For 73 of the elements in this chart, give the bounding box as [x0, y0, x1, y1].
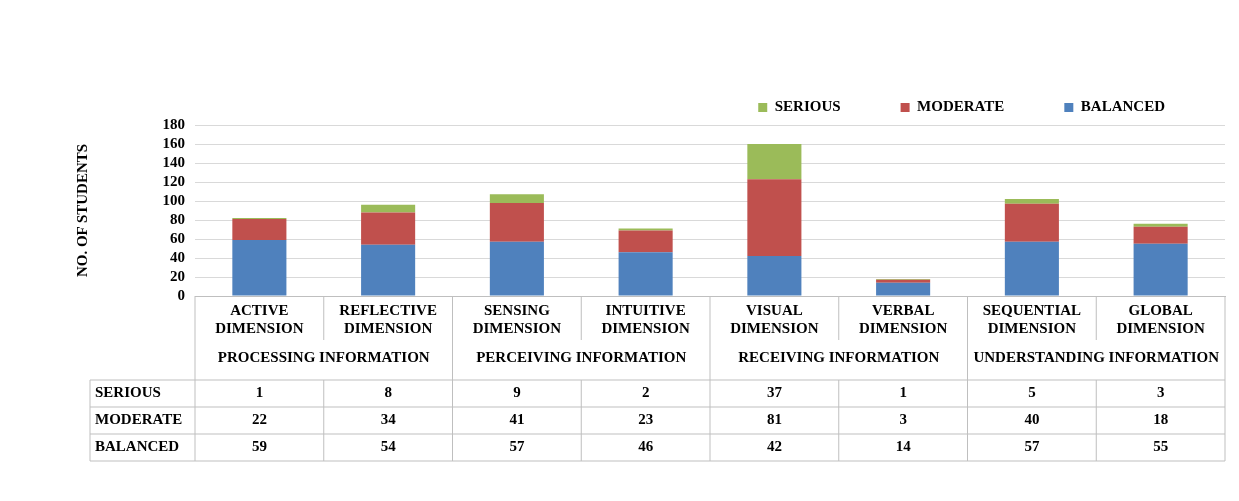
bar	[1133, 243, 1188, 296]
bar	[747, 256, 802, 296]
bar	[618, 252, 673, 296]
bar	[1004, 203, 1059, 242]
data-label: 40	[1024, 411, 1040, 428]
bar	[1004, 199, 1059, 204]
data-label: 41	[509, 411, 525, 428]
bar	[489, 241, 544, 296]
text: BALANCED	[95, 438, 180, 455]
y-tick-label: 20	[170, 267, 185, 284]
text: UNDERSTANDING INFORMATION	[973, 348, 1220, 365]
text: RECEIVING INFORMATION	[738, 348, 940, 365]
x-tick-label: REFLECTIVE DIMENSION	[339, 301, 437, 336]
data-label: 34	[380, 411, 397, 428]
bar	[1133, 223, 1188, 227]
y-tick-label: 160	[162, 134, 185, 151]
y-tick-label: 180	[162, 115, 185, 132]
data-label: 3	[899, 411, 907, 428]
y-tick-label: 60	[170, 229, 185, 246]
data-label: 18	[1153, 411, 1169, 428]
bar	[747, 179, 802, 257]
x-tick-label: VISUAL DIMENSION	[730, 301, 819, 336]
data-label: 1	[255, 384, 264, 401]
y-tick-label: 0	[177, 286, 185, 303]
data-label: 14	[895, 438, 912, 455]
bar	[232, 219, 287, 240]
bar	[1004, 241, 1059, 296]
data-label: 5	[1028, 384, 1036, 401]
data-label: 54	[380, 438, 397, 455]
x-tick-label: ACTIVE DIMENSION	[215, 301, 304, 336]
x-tick-label: GLOBAL DIMENSION	[1116, 301, 1205, 336]
x-tick-label: INTUITIVE DIMENSION	[601, 301, 690, 336]
bar	[489, 194, 544, 203]
text: SERIOUS	[95, 384, 161, 401]
y-tick-label: 40	[170, 248, 185, 265]
data-label: 46	[638, 438, 654, 455]
text: MODERATE	[95, 411, 183, 428]
y-tick-label: 100	[162, 191, 185, 208]
x-tick-label: SENSING DIMENSION	[472, 301, 562, 336]
y-tick-label: 140	[162, 153, 185, 170]
y-tick-label: 80	[170, 210, 185, 227]
bar	[361, 204, 416, 213]
data-label: 57	[509, 438, 525, 455]
data-label: 23	[638, 411, 654, 428]
x-tick-label: SEQUENTIAL DIMENSION	[982, 301, 1082, 336]
data-label: 2	[641, 384, 650, 401]
data-label: 1	[899, 384, 907, 401]
x-tick-label: VERBAL DIMENSION	[858, 301, 948, 336]
bar	[876, 282, 931, 296]
data-label: 3	[1156, 384, 1165, 401]
y-tick-label: 120	[162, 172, 185, 189]
data-label: 8	[384, 384, 392, 401]
bar	[361, 244, 416, 296]
bar	[489, 202, 544, 242]
data-label: 42	[766, 438, 782, 455]
y-axis-title: NO. OF STUDENTS	[73, 143, 90, 278]
data-label: 22	[251, 411, 267, 428]
legend-label: SERIOUS	[774, 98, 841, 115]
text: PERCEIVING INFORMATION	[476, 348, 687, 365]
bar	[747, 144, 802, 180]
data-label: 9	[513, 384, 521, 401]
legend-label: BALANCED	[1080, 98, 1166, 115]
bar	[232, 239, 287, 296]
data-label: 57	[1024, 438, 1040, 455]
data-label: 81	[766, 411, 782, 428]
bar	[618, 230, 673, 253]
legend-label: MODERATE	[917, 98, 1005, 115]
text: PROCESSING INFORMATION	[217, 348, 430, 365]
bar	[1133, 226, 1188, 244]
data-label: 55	[1153, 438, 1169, 455]
bar	[361, 212, 416, 245]
data-label: 37	[766, 384, 783, 401]
data-label: 59	[251, 438, 267, 455]
